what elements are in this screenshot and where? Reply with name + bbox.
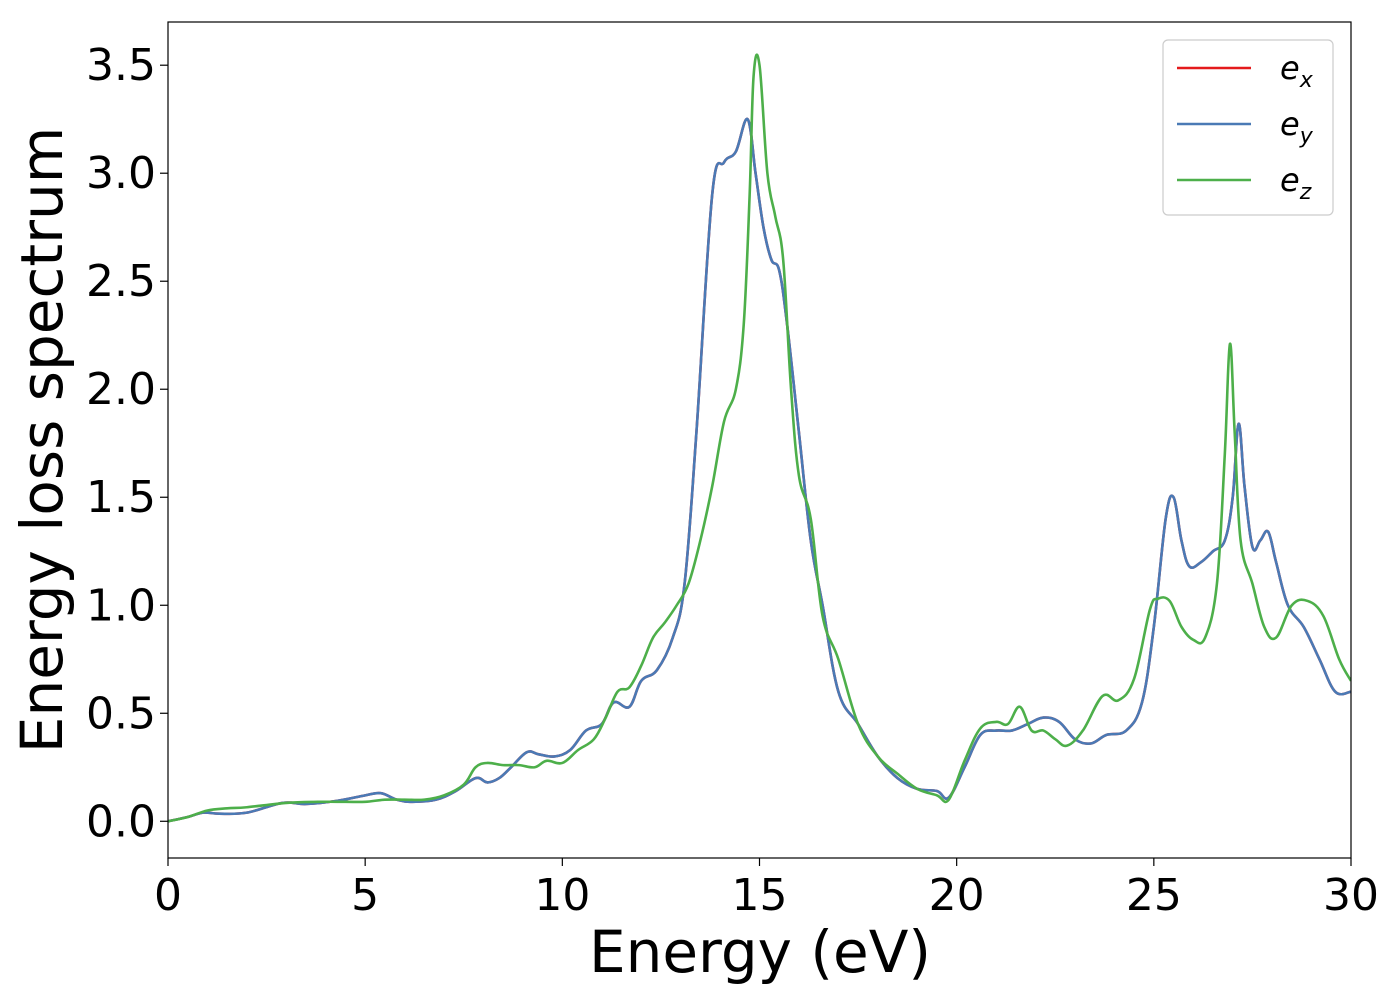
axes-layer: 0 5 10 15 20 25 30 0.0 0.5 1.0 1.5 2.0 2.5 3.0 3.5 — [86, 21, 1379, 921]
y-tick-label: 1.0 — [86, 580, 156, 631]
y-tick-label: 0.0 — [86, 796, 156, 847]
series-line-z — [168, 53, 1351, 823]
x-tick-label: 25 — [1126, 870, 1182, 921]
series-line-x — [168, 117, 1351, 823]
x-tick-label: 10 — [534, 870, 590, 921]
x-tick-label: 0 — [154, 870, 182, 921]
y-tick-label: 0.5 — [86, 688, 156, 739]
y-tick-label: 3.0 — [86, 148, 156, 199]
x-axis-title: Energy (eV) — [589, 918, 931, 986]
y-axis-title: Energy loss spectrum — [8, 127, 76, 753]
x-tick-label: 15 — [732, 870, 788, 921]
y-tick-label: 2.5 — [86, 256, 156, 307]
x-tick-label: 5 — [351, 870, 379, 921]
y-tick-label: 2.0 — [86, 364, 156, 415]
y-tick-label: 1.5 — [86, 472, 156, 523]
legend-label-y: ey — [1280, 105, 1314, 149]
series-line-y — [168, 117, 1351, 823]
legend-label-x: ex — [1280, 49, 1314, 93]
series-layer — [168, 53, 1351, 823]
x-tick-label: 30 — [1323, 870, 1379, 921]
y-tick-label: 3.5 — [86, 40, 156, 91]
legend-box — [1162, 39, 1334, 216]
x-tick-label: 20 — [929, 870, 985, 921]
